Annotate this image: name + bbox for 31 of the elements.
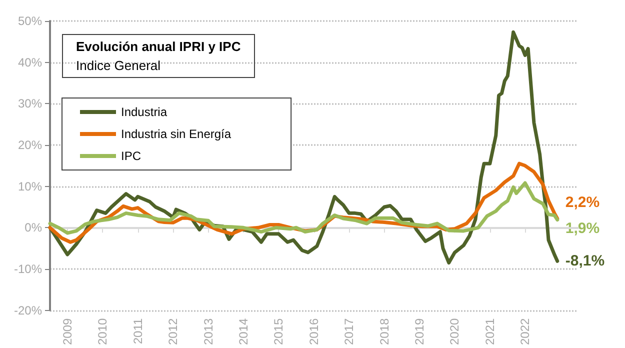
annotation: 2,2% xyxy=(565,194,600,212)
annotation: 1,9% xyxy=(565,220,600,238)
x-tick-label: 2015 xyxy=(272,318,286,346)
x-tick-label: 2009 xyxy=(60,318,74,346)
x-tick-label: 2013 xyxy=(201,318,216,346)
legend-label: Industria sin Energía xyxy=(121,127,232,141)
y-tick-label: 10% xyxy=(18,179,42,194)
x-tick-label: 2022 xyxy=(518,318,532,346)
line-series xyxy=(48,181,560,235)
y-tick-label: -20% xyxy=(14,303,42,318)
x-tick-label: 2019 xyxy=(412,318,426,346)
y-tick-label: 40% xyxy=(18,55,42,70)
text: Evolución anual IPRI y IPC xyxy=(76,39,242,54)
text: Indice General xyxy=(76,58,161,73)
x-tick-label: 2012 xyxy=(166,318,180,346)
y-tick-label: 20% xyxy=(18,138,42,152)
x-tick-label: 2021 xyxy=(482,318,497,346)
x-tick-label: 2018 xyxy=(377,318,392,346)
y-tick-label: 0% xyxy=(24,220,42,235)
x-tick-label: 2020 xyxy=(448,318,462,346)
x-tick-label: 2014 xyxy=(236,318,250,346)
x-tick-label: 2011 xyxy=(130,318,145,344)
annotation: -8,1% xyxy=(565,252,605,270)
x-tick-label: 2016 xyxy=(306,318,321,346)
y-tick-label: 30% xyxy=(18,96,42,111)
legend-label: IPC xyxy=(121,149,142,163)
y-tick-label: -10% xyxy=(14,262,42,276)
x-tick-label: 2017 xyxy=(342,318,356,346)
legend-label: Industria xyxy=(121,105,168,119)
x-tick-label: 2010 xyxy=(96,318,110,346)
y-tick-label: 50% xyxy=(18,14,42,28)
